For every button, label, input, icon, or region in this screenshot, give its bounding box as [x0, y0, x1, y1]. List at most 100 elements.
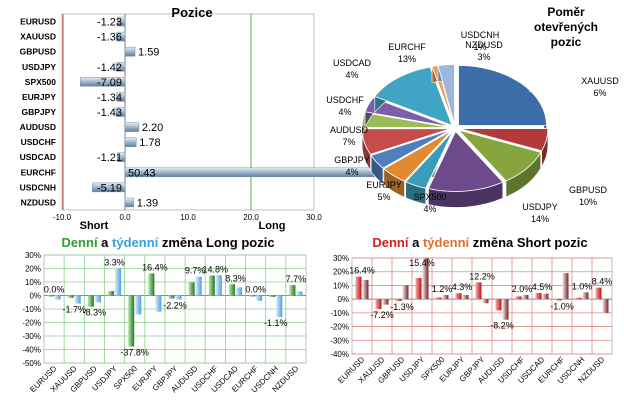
position-bar: [124, 46, 136, 57]
data-label: 4.5%: [532, 282, 553, 292]
bar-denn: [67, 295, 74, 298]
pie-label-name: XAUUSD: [581, 76, 619, 86]
bar-tdenn: [422, 258, 429, 300]
bar-denn: [107, 291, 115, 296]
data-label: 12.2%: [469, 271, 495, 281]
category-label: XAUUSD: [20, 32, 56, 42]
data-label: -1.7%: [62, 305, 86, 315]
pie-label-value: 4%: [345, 167, 358, 177]
short-change-bars: [355, 258, 609, 320]
bar-tdenn: [135, 295, 142, 315]
data-label: 4.3%: [452, 282, 473, 292]
positions-plot-area: [61, 13, 315, 211]
bar-denn: [228, 284, 235, 296]
y-tick-label: -10%: [330, 309, 349, 318]
position-bar: [115, 62, 126, 72]
pie-label-name: GBPUSD: [569, 185, 608, 195]
position-bar: [117, 16, 126, 27]
title-part: Denní: [61, 235, 98, 250]
pie-slice-eurjpy: [383, 130, 452, 182]
pie-label-name: AUDUSD: [330, 125, 369, 135]
short-change-chart: Denní a týdenní změna Short pozic 16.4% -…: [330, 235, 613, 386]
data-label: 0.0%: [44, 285, 65, 295]
bar-tdenn: [74, 295, 81, 304]
pie-label-value: 13%: [398, 54, 416, 64]
bar-tdenn: [296, 291, 303, 296]
bar-tdenn: [175, 295, 182, 300]
y-tick-label: 30%: [333, 254, 349, 263]
bar-denn: [289, 285, 296, 296]
positions-title: Pozice: [171, 5, 212, 20]
pie-label-value: 7%: [342, 137, 355, 147]
y-tick-label: 10%: [333, 281, 349, 290]
y-tick-label: -10%: [22, 305, 41, 314]
data-label: 7.7%: [286, 274, 307, 284]
pie-label-value: 4%: [423, 204, 436, 214]
value-label: -1.42: [97, 62, 122, 74]
long-change-data-labels: 0.0% -1.7%-8.3% 3.3% -37.8% 16.4% -2.2% 9.7%14…: [44, 258, 306, 358]
data-label: 8.4%: [592, 277, 613, 287]
bar-tdenn: [582, 292, 589, 300]
category-label: EURCHF: [21, 167, 56, 177]
pie-slice-usdcnh: [431, 65, 455, 125]
y-tick-label: -20%: [330, 323, 349, 332]
bar-denn: [355, 276, 362, 300]
y-tick-label: -50%: [22, 359, 41, 368]
position-bar: [116, 31, 126, 42]
position-bar: [116, 92, 126, 102]
pie-slice-xauusd: [459, 128, 549, 152]
bar-tdenn: [195, 276, 202, 296]
bar-tdenn: [482, 299, 489, 304]
value-label: -1.36: [97, 32, 122, 44]
long-change-title: Denní a týdenní změna Long pozic: [61, 235, 274, 250]
data-label: -1.0%: [550, 302, 574, 312]
category-label: EURUSD: [20, 17, 56, 27]
y-tick-label: 10%: [25, 278, 41, 287]
data-label: 1.0%: [572, 281, 593, 291]
bar-tdenn: [235, 287, 243, 296]
position-bar: [124, 197, 135, 208]
y-tick-label: 0%: [29, 292, 41, 301]
title-part: týdenní: [423, 235, 470, 250]
data-label: 15.4%: [409, 258, 435, 268]
bar-tdenn: [542, 293, 549, 300]
y-tick-label: 20%: [25, 265, 41, 274]
value-label: -1.21: [97, 152, 122, 164]
bar-tdenn: [562, 273, 569, 300]
value-label: 2.20: [142, 122, 163, 134]
bar-tdenn: [522, 295, 529, 300]
value-label: -1.43: [97, 107, 122, 119]
bar-denn: [375, 299, 382, 310]
bar-denn: [575, 297, 582, 300]
short-change-title: Denní a týdenní změna Short pozic: [372, 235, 587, 250]
bar-denn: [535, 292, 542, 300]
bar-denn: [395, 299, 402, 301]
data-label: 16.4%: [142, 262, 168, 272]
long-change-chart: Denní a týdenní změna Long pozic 0.0% -1.…: [22, 235, 307, 395]
bar-tdenn: [602, 299, 609, 313]
data-label: -37.8%: [120, 348, 149, 358]
category-label: AUDUSD: [20, 122, 56, 132]
x-tick-label: -10.0: [53, 213, 72, 222]
category-label: NZDUSD: [21, 197, 56, 207]
pie-label-name: EURCHF: [388, 42, 426, 52]
category-label: USDCNH: [20, 182, 56, 192]
long-change-y-tick-labels: 30% 20% 10% 0% -10% -20% -30% -40% -50%: [22, 251, 41, 368]
pie-label-name: NZDUSD: [465, 40, 503, 50]
pie-label-name: USDCNH: [461, 30, 500, 40]
category-label: GBPUSD: [20, 47, 56, 57]
bar-tdenn: [402, 285, 409, 300]
bar-tdenn: [502, 299, 509, 320]
data-label: -1.3%: [390, 302, 414, 312]
position-bar: [124, 137, 137, 147]
short-change-plot-area: [351, 257, 613, 355]
pie-label-name: USDCHF: [326, 95, 364, 105]
bar-tdenn: [54, 295, 61, 300]
pie-label-name: SPX500: [413, 192, 446, 202]
short-change-y-tick-labels: 30% 20% 10% 0% -10% -20% -30% -40%: [330, 254, 349, 359]
positions-value-labels: -1.23 -1.36 1.59 -1.42 -7.09 -1.34 -1.43 2.20 1.…: [97, 17, 163, 210]
bar-denn: [148, 273, 155, 296]
pie-slice-usdchf: [361, 112, 451, 128]
